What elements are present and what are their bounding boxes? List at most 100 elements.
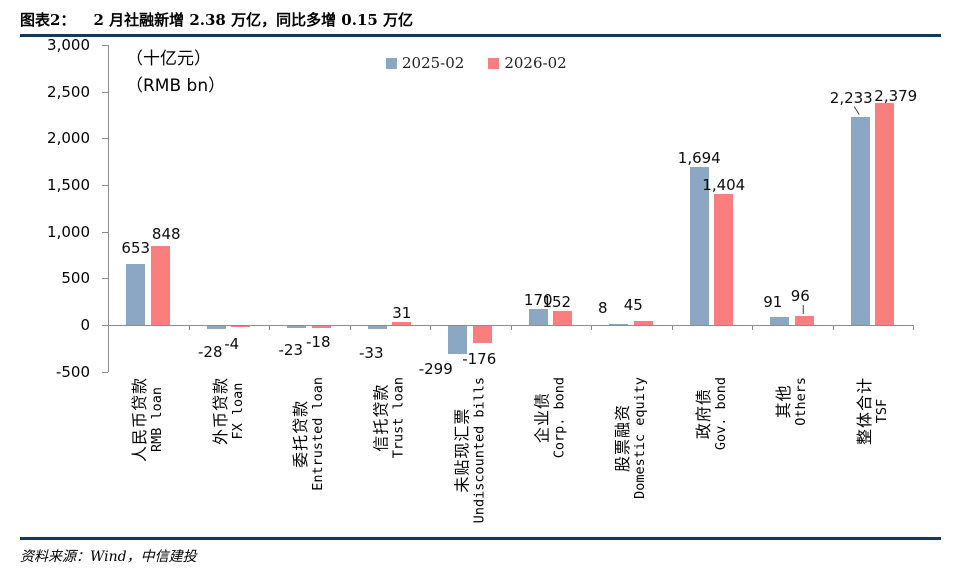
bar-2025-02-others xyxy=(770,316,790,325)
x-axis-tick-mark xyxy=(188,325,190,330)
bar-2025-02-trust-loan xyxy=(367,326,387,330)
category-name-cn: 整体合计 xyxy=(854,377,874,446)
bar-2026-02-undiscounted-bills xyxy=(472,326,492,343)
bar-2026-02-entrusted-loan xyxy=(311,326,331,328)
x-axis-tick-mark xyxy=(108,325,109,330)
category-name-cn: 股票融资 xyxy=(613,403,633,472)
category-name-en: FX loan xyxy=(229,382,246,440)
x-axis-label-text: 人民币贷款 RMB loan xyxy=(130,377,166,462)
x-axis-label-text: 信托贷款 Trust loan xyxy=(372,377,408,458)
x-axis-label-text: 政府债 Gov. bond xyxy=(694,377,730,450)
value-label-2026-02-corp-bond: 152 xyxy=(542,292,572,311)
bar-2026-02-rmb-loan xyxy=(150,245,170,325)
value-label-2026-02-trust-loan: 31 xyxy=(392,304,412,323)
x-axis-tick-mark xyxy=(913,325,914,330)
value-label-2025-02-entrusted-loan: -23 xyxy=(278,341,304,360)
footer-divider-line xyxy=(20,537,941,540)
category-name-cn: 企业债 xyxy=(532,392,552,444)
bar-2026-02-gov-bond xyxy=(714,193,734,325)
legend-swatch-2026-02 xyxy=(488,57,500,69)
bar-2025-02-corp-bond xyxy=(528,309,548,325)
category-name-cn: 外币贷款 xyxy=(210,377,230,446)
bar-2026-02-tsf xyxy=(875,102,895,325)
category-name-en: Trust loan xyxy=(390,377,407,459)
x-axis-tick-mark xyxy=(269,325,270,330)
value-label-2025-02-fx-loan: -28 xyxy=(198,342,223,361)
value-label-2026-02-domestic-equity: 45 xyxy=(623,295,643,314)
y-axis-tick-mark xyxy=(102,325,108,326)
legend-item-2025-02: 2025-02 xyxy=(386,54,464,72)
y-axis-tick-label: 0 xyxy=(80,316,90,334)
category-name-cn: 委托贷款 xyxy=(291,399,311,468)
x-axis-label-tsf: 整体合计 TSF xyxy=(833,377,914,562)
bar-2026-02-domestic-equity xyxy=(633,320,653,325)
category-name-en: Corp. bond xyxy=(551,377,568,459)
y-axis-tick-label: 2,000 xyxy=(47,129,90,148)
category-name-cn: 未贴现汇票 xyxy=(452,407,472,493)
category-name-en: Domestic equity xyxy=(632,377,649,499)
value-label-2026-02-rmb-loan: 848 xyxy=(151,224,181,243)
category-name-en: TSF xyxy=(873,398,890,424)
category-name-en: Undiscounted bills xyxy=(471,377,488,524)
chart-title: 图表2： 2 月社融新增 2.38 万亿，同比多增 0.15 万亿 xyxy=(20,9,413,30)
x-axis-label-text: 企业债 Corp. bond xyxy=(533,377,569,458)
x-axis-label-undiscounted-bills: 未贴现汇票 Undiscounted bills xyxy=(430,377,511,562)
y-axis-tick-mark xyxy=(102,138,108,140)
category-name-cn: 其他 xyxy=(774,384,794,419)
x-axis-tick-mark xyxy=(349,325,351,330)
x-axis-label-others: 其他 Others xyxy=(752,377,833,562)
category-name-cn: 信托贷款 xyxy=(371,383,391,452)
category-name-en: RMB loan xyxy=(149,387,166,453)
value-label-2026-02-entrusted-loan: -18 xyxy=(306,332,331,351)
bar-2025-02-gov-bond xyxy=(689,166,709,325)
y-axis-line xyxy=(108,45,110,372)
value-label-2025-02-others: 91 xyxy=(763,292,783,311)
figure-title-text: 2 月社融新增 2.38 万亿，同比多增 0.15 万亿 xyxy=(93,11,414,29)
value-label-2025-02-rmb-loan: 653 xyxy=(121,239,151,258)
value-label-2025-02-undiscounted-bills: -299 xyxy=(418,359,453,378)
bar-2026-02-fx-loan xyxy=(231,326,251,327)
bar-chart: 3,000 2,500 2,000 1,500 1,000 500 0 -500 （十亿元） （… xyxy=(0,36,960,538)
x-axis-label-text: 股票融资 Domestic equity xyxy=(613,377,649,499)
y-axis-tick-label: -500 xyxy=(55,362,90,381)
x-axis-tick-mark xyxy=(832,325,834,330)
x-axis-label-text: 其他 Others xyxy=(774,377,810,426)
y-axis-tick-label: 1,000 xyxy=(47,222,90,241)
y-axis-tick-mark xyxy=(102,231,108,233)
legend-label: 2026-02 xyxy=(504,54,567,72)
value-label-2025-02-domestic-equity: 8 xyxy=(597,299,608,318)
bar-2025-02-tsf xyxy=(850,116,870,325)
x-axis-label-text: 整体合计 TSF xyxy=(855,377,891,445)
x-axis-tick-mark xyxy=(671,325,673,330)
y-axis-tick-label: 2,500 xyxy=(47,82,90,101)
value-label-2025-02-tsf: 2,233 xyxy=(829,88,873,107)
y-axis-tick-label: 1,500 xyxy=(47,176,90,194)
source-note: 资料来源：Wind，中信建投 xyxy=(20,549,197,565)
figure-tag: 图表2： xyxy=(20,11,76,29)
x-axis-tick-mark xyxy=(752,325,753,330)
value-label-2025-02-trust-loan: -33 xyxy=(359,344,384,363)
x-axis-label-domestic-equity: 股票融资 Domestic equity xyxy=(591,377,672,562)
value-label-2026-02-others: 96 xyxy=(790,287,810,306)
x-axis-label-text: 未贴现汇票 Undiscounted bills xyxy=(452,377,488,523)
title-divider-line xyxy=(20,34,941,37)
category-name-en: Others xyxy=(793,377,810,426)
category-name-cn: 政府债 xyxy=(693,388,713,440)
value-label-2026-02-tsf: 2,379 xyxy=(874,86,918,105)
y-axis-tick-mark xyxy=(102,371,108,373)
leader-line xyxy=(853,106,860,115)
x-axis-tick-mark xyxy=(430,325,431,330)
value-label-2025-02-corp-bond: 170 xyxy=(523,291,553,310)
category-name-en: Gov. bond xyxy=(712,377,729,451)
y-axis-tick-label: 3,000 xyxy=(47,36,90,54)
x-axis-label-trust-loan: 信托贷款 Trust loan xyxy=(350,377,431,562)
axis-unit-label: （十亿元） （RMB bn） xyxy=(126,49,226,96)
legend-label: 2025-02 xyxy=(402,54,465,72)
x-axis-label-text: 外币贷款 FX loan xyxy=(211,377,247,445)
y-axis-tick-mark xyxy=(102,91,108,93)
value-label-2026-02-fx-loan: -4 xyxy=(224,334,240,353)
x-axis-label-gov-bond: 政府债 Gov. bond xyxy=(672,377,753,562)
bar-2025-02-undiscounted-bills xyxy=(448,326,468,355)
legend-swatch-2025-02 xyxy=(386,57,397,69)
